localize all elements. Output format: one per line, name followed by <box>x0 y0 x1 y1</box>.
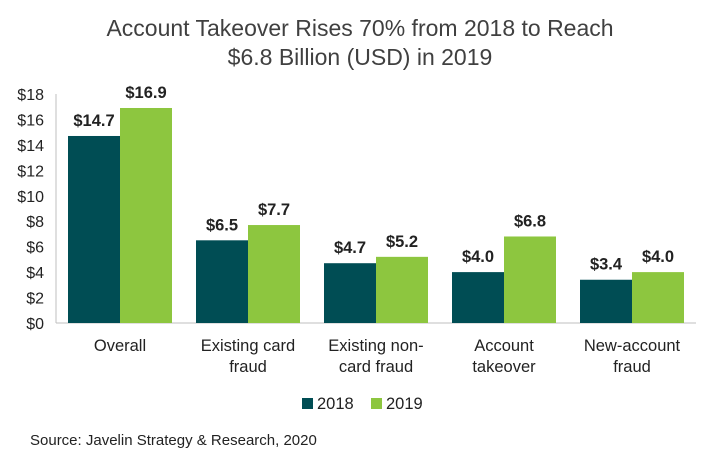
category-label: Overall <box>94 337 146 355</box>
category-label: fraud <box>229 358 267 376</box>
category-label: takeover <box>472 358 536 376</box>
source-note: Source: Javelin Strategy & Research, 202… <box>30 432 317 449</box>
category-label: Existing card <box>201 337 295 355</box>
data-label: $5.2 <box>386 233 418 251</box>
y-tick-label: $8 <box>26 214 44 231</box>
legend-swatch-2018 <box>302 398 313 409</box>
y-tick-label: $14 <box>17 138 44 155</box>
bar-2018 <box>452 272 504 323</box>
bar-2018 <box>580 279 632 323</box>
data-label: $4.0 <box>462 248 494 266</box>
bar-2019 <box>120 107 172 323</box>
data-label: $6.8 <box>514 212 546 230</box>
chart-title-line-2: $6.8 Billion (USD) in 2019 <box>227 44 493 70</box>
category-label: Existing non- <box>328 337 423 355</box>
category-label: fraud <box>613 358 651 376</box>
bar-2019 <box>632 272 684 323</box>
category-label: New-account <box>584 337 681 355</box>
y-tick-label: $10 <box>17 189 44 206</box>
bar-2019 <box>504 236 556 323</box>
category-label: Account <box>474 337 534 355</box>
data-label: $16.9 <box>125 84 166 102</box>
bar-2018 <box>324 263 376 323</box>
data-label: $14.7 <box>73 112 114 130</box>
bar-2019 <box>376 256 428 323</box>
chart-title-line-1: Account Takeover Rises 70% from 2018 to … <box>106 15 614 41</box>
legend-label-2019: 2019 <box>386 395 423 413</box>
y-tick-label: $0 <box>26 316 44 333</box>
data-label: $4.0 <box>642 248 674 266</box>
y-tick-label: $6 <box>26 240 44 257</box>
chart-title: Account Takeover Rises 70% from 2018 to … <box>0 14 720 72</box>
data-label: $6.5 <box>206 216 238 234</box>
y-tick-label: $12 <box>17 163 44 180</box>
data-label: $7.7 <box>258 201 290 219</box>
data-label: $3.4 <box>590 256 623 274</box>
bar-2018 <box>68 135 120 323</box>
category-label: card fraud <box>339 358 413 376</box>
data-label: $4.7 <box>334 239 366 257</box>
y-tick-label: $18 <box>17 87 44 104</box>
legend-label-2018: 2018 <box>317 395 354 413</box>
y-tick-label: $16 <box>17 112 44 129</box>
legend-swatch-2019 <box>371 398 382 409</box>
y-tick-label: $4 <box>26 265 44 282</box>
bar-2019 <box>248 225 300 323</box>
bar-2018 <box>196 240 248 323</box>
y-tick-label: $2 <box>26 291 44 308</box>
